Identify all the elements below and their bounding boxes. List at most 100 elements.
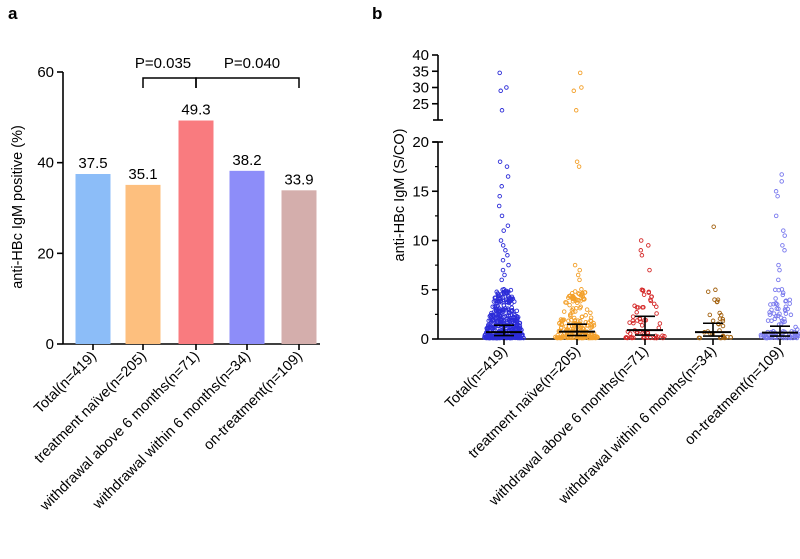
data-point [499,308,505,314]
data-point [628,335,634,340]
data-point [648,335,653,341]
data-point [713,287,718,293]
data-point [500,267,506,273]
data-point [776,262,781,268]
significance-bracket [195,77,300,88]
panel-b-y-tick-label: 10 [412,233,429,250]
data-point [576,164,582,169]
data-point [707,312,713,318]
data-point [646,289,652,295]
bar [281,190,317,344]
data-point [505,290,510,295]
data-point [577,305,583,311]
data-point [564,335,569,340]
data-point [638,238,644,243]
data-point [500,257,506,263]
data-point [589,324,595,330]
data-point [512,312,518,318]
data-point [505,253,510,258]
data-point [765,318,771,323]
data-point [573,108,579,113]
data-point [710,318,716,324]
data-point [793,324,798,330]
data-point [504,85,509,90]
data-point [504,164,510,169]
data-point [485,335,491,341]
panel-b-y-tick-label: 25 [412,96,429,113]
data-point [577,318,583,324]
bar [229,170,265,344]
data-point [792,333,797,339]
data-point [501,228,506,233]
data-point [776,306,781,312]
bar-value-label: 38.2 [232,152,261,169]
data-point [574,300,580,306]
data-point [697,335,703,341]
data-point [787,297,793,303]
data-point [783,308,788,314]
data-point [649,294,654,300]
data-point [496,308,501,314]
data-point [592,335,598,341]
panel-a-y-tick-label: 20 [37,245,54,262]
data-point [580,326,586,331]
data-point [780,292,786,298]
data-point [494,317,499,323]
panel-a-y-tick-label: 0 [46,336,54,353]
data-point [788,312,794,318]
data-point [776,277,781,283]
data-point [779,287,785,292]
data-point [646,243,651,248]
data-point [579,314,585,320]
data-point [497,314,503,320]
data-point [769,307,774,313]
data-point [787,301,792,306]
data-point [502,272,507,278]
data-point [582,290,588,295]
data-point [486,322,491,328]
data-point [568,317,574,323]
data-point [660,333,665,338]
data-point [515,316,520,321]
data-point [718,312,724,318]
data-point [493,298,499,304]
data-point [767,312,773,317]
bar [125,184,161,344]
data-point [497,70,502,76]
data-point [779,179,784,184]
data-point [504,313,509,319]
data-point [571,315,577,321]
data-point [577,267,582,273]
data-point [518,335,523,341]
data-point [496,295,502,301]
data-point [780,243,785,248]
data-point [631,320,636,326]
p-value-2: P=0.040 [224,55,280,72]
data-point [654,311,659,316]
data-point [771,311,777,316]
data-point [772,316,778,322]
data-point [630,314,636,319]
data-point [771,301,776,307]
data-point [499,184,504,189]
data-point [641,305,646,310]
data-point [775,313,781,318]
data-point [578,293,584,298]
data-point [578,325,584,331]
data-point [569,308,575,313]
panel-letter-a: a [8,4,18,23]
data-point [501,303,507,308]
data-point [516,322,521,328]
p-value-1: P=0.035 [135,55,191,72]
bar [178,120,214,344]
data-point [762,335,768,340]
data-point [571,88,577,94]
data-point [498,88,503,94]
panel-b-y-tick-label: 20 [412,134,429,151]
panel-a-ylabel: anti-HBc IgM positive (%) [10,125,26,289]
data-point [592,333,598,339]
data-point [772,287,778,293]
